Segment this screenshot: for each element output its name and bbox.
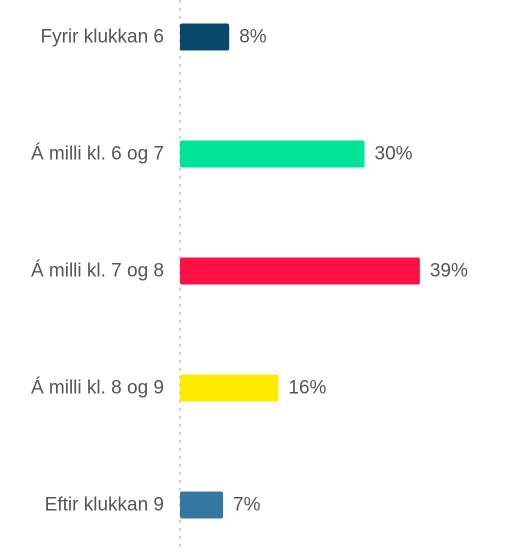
category-label-1: Á milli kl. 6 og 7: [31, 144, 164, 165]
value-label-3: 16%: [288, 378, 326, 399]
value-label-4: 7%: [233, 495, 261, 516]
value-label-2: 39%: [430, 261, 468, 282]
bars-layer: [180, 23, 420, 519]
bar-2: [180, 257, 420, 285]
category-labels-layer: Fyrir klukkan 6 Á milli kl. 6 og 7 Á milli…: [31, 27, 164, 516]
category-label-4: Eftir klukkan 9: [45, 495, 164, 516]
category-label-0: Fyrir klukkan 6: [40, 27, 164, 48]
bar-3: [180, 374, 279, 402]
bar-1: [180, 140, 365, 168]
value-label-1: 30%: [375, 144, 413, 165]
value-label-0: 8%: [239, 27, 267, 48]
category-label-3: Á milli kl. 8 og 9: [31, 378, 164, 399]
value-labels-layer: 8% 30% 39% 16% 7%: [233, 27, 468, 516]
bar-4: [180, 491, 224, 519]
category-label-2: Á milli kl. 7 og 8: [31, 261, 164, 282]
bar-0: [180, 23, 230, 51]
